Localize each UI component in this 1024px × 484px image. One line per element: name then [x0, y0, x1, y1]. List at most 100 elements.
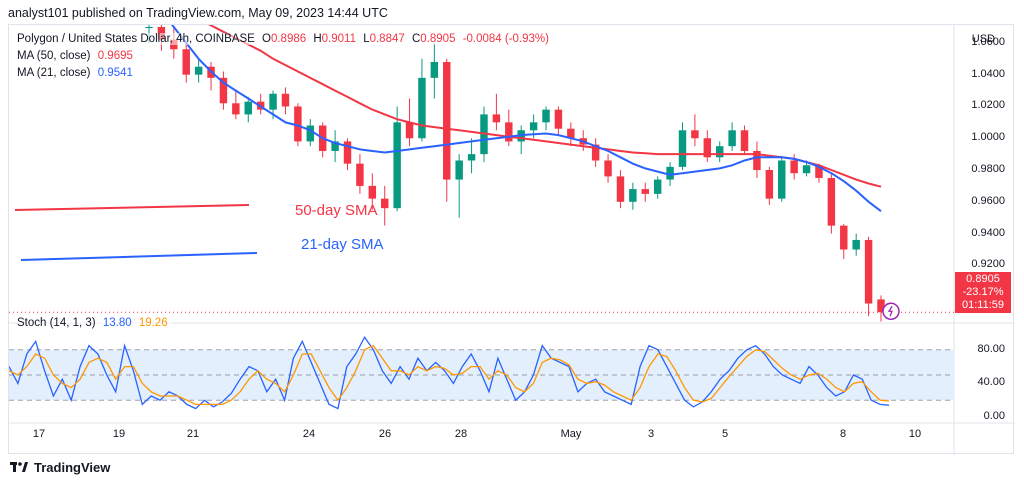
sma21-annotation-line: [20, 252, 258, 261]
last-price: 0.8905: [966, 273, 1000, 285]
candle-body: [827, 177, 836, 226]
candle-body: [294, 106, 302, 142]
candle-body: [232, 103, 240, 115]
last-price-tag: 0.8905 -23.17% 01:11:59: [955, 272, 1011, 313]
candle-body: [802, 165, 811, 174]
publisher-caption: analyst101 published on TradingView.com,…: [8, 6, 388, 20]
stoch-tick-label: 80.00: [977, 342, 1005, 355]
date-tick-label: 3: [647, 428, 655, 440]
candle-body: [765, 170, 774, 199]
legend-stoch-label: Stoch (14, 1, 3): [17, 317, 96, 329]
chart-canvas[interactable]: [9, 25, 1015, 455]
candle-body: [790, 160, 798, 174]
candle-body: [182, 49, 190, 75]
candle-body: [269, 93, 277, 110]
price-tick-label: 1.0200: [971, 99, 1005, 112]
stoch-tick-label: 0.00: [983, 410, 1005, 422]
last-price-change: -23.17%: [962, 286, 1004, 298]
legend-close-value: 0.8905: [420, 33, 456, 45]
candle-body: [678, 130, 687, 167]
candle-body: [306, 125, 315, 142]
legend-symbol-row: Polygon / United States Dollar, 4h, COIN…: [17, 33, 553, 45]
legend-ma21-value: 0.9541: [97, 67, 133, 79]
legend-stoch-row: Stoch (14, 1, 3) 13.80 19.26: [17, 317, 172, 329]
candle-body: [430, 61, 439, 78]
price-tick-label: 0.9400: [971, 226, 1005, 239]
candle-body: [591, 144, 600, 161]
candle-body: [455, 160, 463, 180]
legend-stoch-k: 13.80: [102, 317, 132, 329]
legend-stoch-d: 19.26: [138, 317, 168, 329]
price-tick-label: 0.9600: [971, 194, 1005, 207]
candle-body: [778, 160, 786, 199]
legend-close-label: C: [411, 33, 421, 45]
stoch-tick-label: 40.00: [977, 376, 1005, 389]
candle-body: [554, 109, 563, 129]
candle-body: [492, 114, 501, 123]
date-tick-label: 24: [302, 428, 316, 440]
candle-body: [715, 146, 724, 158]
candle-body: [740, 130, 749, 151]
tradingview-logo-icon: [10, 462, 28, 472]
candle-body: [691, 130, 699, 139]
candle-body: [567, 128, 575, 139]
price-tick-label: 0.9800: [971, 163, 1005, 176]
date-tick-label: 28: [454, 428, 468, 440]
candle-body: [418, 77, 426, 139]
candle-body: [343, 141, 352, 164]
chart-frame[interactable]: Polygon / United States Dollar, 4h, COIN…: [8, 24, 1015, 455]
candle-body: [815, 165, 823, 178]
date-tick-label: 5: [721, 428, 729, 440]
candle-body: [604, 160, 612, 177]
legend-ma50-label: MA (50, close): [17, 50, 91, 62]
price-tick-label: 1.0600: [971, 35, 1005, 48]
stoch-k-line: [9, 335, 890, 410]
ma21-line: [170, 25, 882, 212]
date-tick-label: 8: [839, 428, 847, 440]
candle-body: [629, 189, 637, 202]
candle-body: [852, 239, 860, 250]
candle-body: [443, 61, 451, 180]
currency-label: USD: [971, 33, 995, 45]
lightning-icon: [887, 305, 893, 317]
date-tick-label: May: [560, 428, 582, 440]
legend-ma21-label: MA (21, close): [17, 67, 91, 79]
date-tick-label: 26: [378, 428, 392, 440]
candle-body: [405, 122, 414, 139]
price-tick-label: 0.9200: [971, 258, 1005, 271]
sma50-annotation-line: [14, 204, 250, 211]
candle-body: [194, 66, 203, 75]
legend-high-label: H: [313, 33, 322, 45]
legend-symbol: Polygon / United States Dollar, 4h, COIN…: [17, 33, 255, 45]
candle-body: [703, 138, 712, 158]
ma50-line: [208, 25, 882, 188]
candle-body: [219, 77, 228, 104]
legend-open-label: O: [262, 33, 271, 45]
candle-body: [505, 122, 513, 142]
tradingview-logo[interactable]: TradingView: [10, 460, 110, 475]
price-tick-label: 1.0400: [971, 67, 1005, 80]
candle-body: [653, 179, 662, 194]
legend-high-value: 0.9011: [321, 33, 356, 45]
annotation-sma21: 21-day SMA: [301, 236, 384, 253]
candle-body: [753, 150, 761, 171]
legend-low-label: L: [363, 33, 370, 45]
legend-ma21-row: MA (21, close) 0.9541: [17, 67, 137, 79]
candle-body: [393, 122, 401, 209]
candle-body: [864, 239, 873, 304]
candle-body: [666, 166, 674, 180]
stoch-d-line: [9, 344, 890, 406]
candle-body: [529, 122, 538, 131]
date-tick-label: 21: [186, 428, 200, 440]
candle-body: [331, 141, 339, 151]
legend-low-value: 0.8847: [369, 33, 405, 45]
candle-body: [641, 189, 649, 194]
date-tick-label: 10: [908, 428, 922, 440]
candle-body: [616, 176, 625, 202]
date-tick-label: 17: [32, 428, 46, 440]
legend-open-value: 0.8986: [270, 33, 307, 45]
candle-body: [728, 130, 736, 147]
candle-body: [281, 93, 290, 107]
candle-body: [368, 185, 377, 199]
candle-body: [356, 163, 364, 186]
